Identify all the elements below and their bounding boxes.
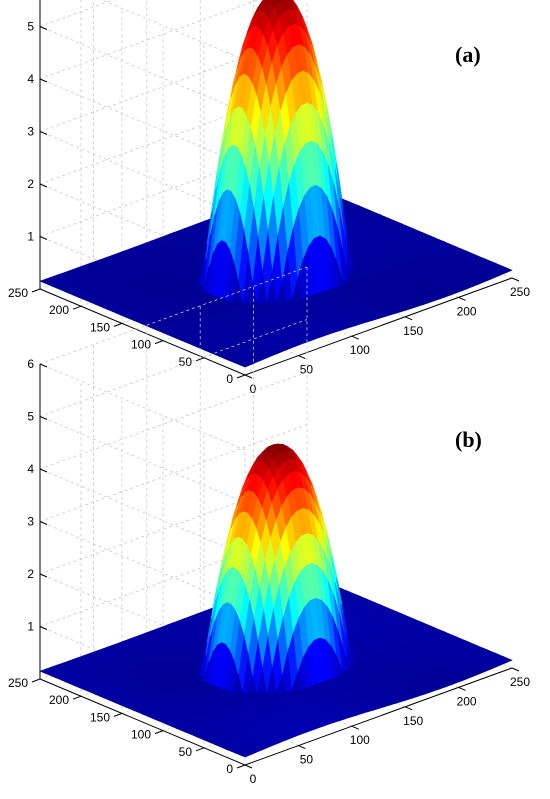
x-tick	[458, 686, 466, 691]
x-tick-label: 150	[403, 714, 423, 728]
z-tick-label: 3	[27, 515, 34, 529]
z-tick-label: 5	[27, 410, 34, 424]
surface-cell	[501, 658, 513, 663]
x-tick-label: 50	[300, 363, 314, 377]
z-tick	[39, 416, 48, 420]
x-tick-label: 250	[510, 285, 530, 299]
x-tick	[511, 277, 520, 282]
y-tick	[31, 288, 41, 293]
y-tick-label: 0	[226, 762, 233, 776]
surface-plot-a: 0 50 100 150 200 250 0 50 100 150 200 250 1 2 3 4 5 6 (a)	[8, 0, 530, 396]
z-tick	[39, 521, 48, 525]
y-tick	[72, 695, 82, 700]
axes: 0 50 100 150 200 250 0 50 100 150 200 250 1 2 3 4 5 6	[8, 0, 530, 396]
y-tick-label: 200	[49, 303, 69, 317]
x-tick-label: 250	[510, 675, 530, 689]
surface-cell	[261, 0, 267, 2]
z-tick-label: 1	[27, 230, 34, 244]
y-tick-label: 100	[131, 728, 151, 742]
x-tick	[511, 667, 520, 672]
x-tick	[244, 764, 253, 769]
grid-line-z	[100, 0, 246, 61]
z-tick-label: 4	[27, 72, 34, 86]
y-axis-line	[39, 678, 246, 766]
x-tick	[458, 296, 466, 301]
x-tick-label: 100	[350, 733, 370, 747]
y-tick	[236, 374, 246, 379]
y-tick	[236, 764, 246, 769]
y-tick	[195, 357, 205, 362]
y-tick-label: 50	[179, 745, 193, 759]
z-tick	[39, 573, 48, 578]
z-tick	[39, 26, 48, 30]
z-tick	[39, 236, 48, 240]
x-tick	[351, 725, 359, 730]
z-tick-label: 5	[27, 20, 34, 34]
x-tick-label: 200	[457, 694, 477, 708]
z-tick-label: 4	[27, 462, 34, 476]
y-tick-label: 150	[90, 320, 110, 334]
y-tick	[113, 322, 123, 327]
surface	[39, 0, 513, 368]
z-tick-label: 1	[27, 620, 34, 634]
z-tick	[39, 78, 48, 83]
z-tick	[39, 363, 48, 368]
x-tick-label: 200	[457, 304, 477, 318]
x-tick-label: 150	[403, 324, 423, 338]
y-tick-label: 200	[49, 693, 69, 707]
surface-plot-b: 0 50 100 150 200 250 0 50 100 150 200 250 1 2 3 4 5 6 (b)	[8, 266, 530, 786]
y-tick	[195, 747, 205, 752]
z-tick-label: 3	[27, 125, 34, 139]
x-axis-line	[244, 277, 513, 376]
axes: 0 50 100 150 200 250 0 50 100 150 200 250 1 2 3 4 5 6	[8, 357, 530, 786]
z-tick	[39, 183, 48, 188]
y-tick-label: 50	[179, 355, 193, 369]
x-tick-label: 100	[350, 343, 370, 357]
z-tick-label: 2	[27, 567, 34, 581]
panel-label: (b)	[455, 427, 482, 452]
surface	[39, 443, 513, 758]
y-tick	[154, 340, 164, 345]
x-tick	[351, 335, 359, 340]
x-tick	[405, 316, 413, 321]
surface-cell	[501, 268, 513, 273]
x-tick	[298, 745, 306, 750]
z-tick	[39, 131, 48, 135]
x-tick-label: 0	[250, 772, 257, 786]
panel-label: (a)	[455, 42, 481, 67]
y-tick	[31, 678, 41, 683]
y-tick-label: 100	[131, 338, 151, 352]
y-tick-label: 150	[90, 710, 110, 724]
x-tick-label: 0	[250, 382, 257, 396]
z-tick-label: 6	[27, 357, 34, 371]
y-tick-label: 0	[226, 372, 233, 386]
y-tick-label: 250	[8, 286, 28, 300]
y-tick	[113, 712, 123, 717]
y-tick	[154, 730, 164, 735]
y-axis-line	[39, 288, 246, 376]
x-tick	[244, 374, 253, 379]
x-axis-line	[244, 667, 513, 766]
x-tick-label: 50	[300, 753, 314, 767]
z-tick	[39, 626, 48, 630]
x-tick	[405, 706, 413, 711]
z-tick	[39, 468, 48, 473]
x-tick	[298, 355, 306, 360]
z-tick-label: 2	[27, 177, 34, 191]
y-tick	[72, 305, 82, 310]
y-tick-label: 250	[8, 676, 28, 690]
